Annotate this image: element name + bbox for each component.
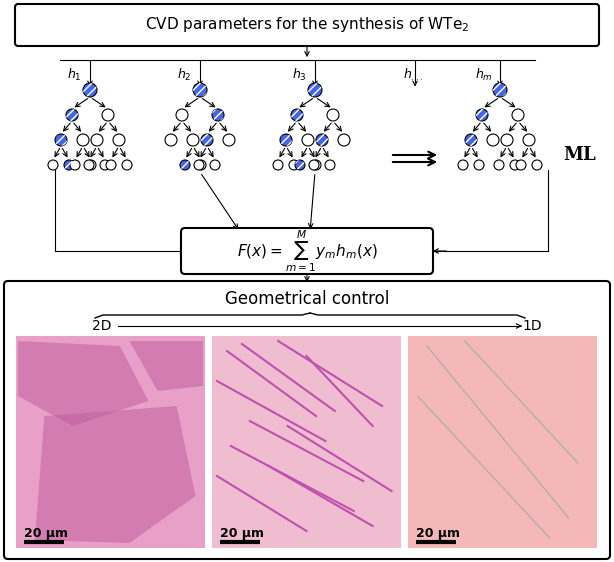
Circle shape	[106, 160, 116, 170]
FancyBboxPatch shape	[4, 281, 610, 559]
Circle shape	[474, 160, 484, 170]
Circle shape	[487, 134, 499, 146]
Circle shape	[476, 109, 488, 121]
Circle shape	[48, 160, 58, 170]
Text: CVD parameters for the synthesis of WTe$_2$: CVD parameters for the synthesis of WTe$…	[145, 16, 469, 34]
Text: 1D: 1D	[522, 319, 542, 333]
Circle shape	[523, 134, 535, 146]
Text: $h_2$: $h_2$	[177, 67, 192, 83]
Circle shape	[193, 83, 207, 97]
Circle shape	[122, 160, 132, 170]
Circle shape	[311, 160, 321, 170]
Circle shape	[532, 160, 542, 170]
Circle shape	[70, 160, 80, 170]
Text: 20 μm: 20 μm	[416, 527, 460, 540]
Circle shape	[458, 160, 468, 170]
Circle shape	[187, 134, 199, 146]
Circle shape	[84, 160, 94, 170]
Text: $h_3$: $h_3$	[292, 67, 306, 83]
Circle shape	[516, 160, 526, 170]
Circle shape	[194, 160, 204, 170]
Circle shape	[465, 134, 477, 146]
Circle shape	[210, 160, 220, 170]
Circle shape	[302, 134, 314, 146]
Text: ML: ML	[564, 146, 596, 164]
Text: $h_1$: $h_1$	[67, 67, 81, 83]
Circle shape	[180, 160, 190, 170]
Circle shape	[493, 83, 507, 97]
Circle shape	[176, 109, 188, 121]
Polygon shape	[35, 406, 195, 543]
Circle shape	[165, 134, 177, 146]
Circle shape	[64, 160, 74, 170]
Circle shape	[327, 109, 339, 121]
Text: 20 μm: 20 μm	[24, 527, 68, 540]
Circle shape	[100, 160, 110, 170]
Circle shape	[291, 109, 303, 121]
Polygon shape	[18, 341, 149, 426]
Circle shape	[223, 134, 235, 146]
Circle shape	[66, 109, 78, 121]
Circle shape	[83, 83, 97, 97]
Circle shape	[510, 160, 520, 170]
Circle shape	[289, 160, 299, 170]
Circle shape	[201, 134, 213, 146]
Circle shape	[295, 160, 305, 170]
Text: Geometrical control: Geometrical control	[225, 290, 389, 308]
Circle shape	[325, 160, 335, 170]
Circle shape	[91, 134, 103, 146]
Bar	[212, 336, 401, 548]
Circle shape	[113, 134, 125, 146]
Text: 20 μm: 20 μm	[220, 527, 264, 540]
Circle shape	[102, 109, 114, 121]
Circle shape	[501, 134, 513, 146]
Polygon shape	[130, 341, 203, 391]
Circle shape	[309, 160, 319, 170]
Circle shape	[280, 134, 292, 146]
Circle shape	[494, 160, 504, 170]
Text: $F(x)=\sum_{m=1}^{M}y_m h_m(x)$: $F(x)=\sum_{m=1}^{M}y_m h_m(x)$	[236, 228, 378, 274]
Circle shape	[273, 160, 283, 170]
Circle shape	[55, 134, 67, 146]
Circle shape	[316, 134, 328, 146]
FancyBboxPatch shape	[181, 228, 433, 274]
Circle shape	[77, 134, 89, 146]
Circle shape	[512, 109, 524, 121]
FancyBboxPatch shape	[15, 4, 599, 46]
Circle shape	[338, 134, 350, 146]
Circle shape	[86, 160, 96, 170]
Bar	[408, 336, 597, 548]
Circle shape	[308, 83, 322, 97]
Circle shape	[212, 109, 224, 121]
Bar	[16, 336, 205, 548]
Text: $h_{...}$: $h_{...}$	[403, 67, 423, 83]
Text: $h_m$: $h_m$	[475, 67, 493, 83]
Circle shape	[196, 160, 206, 170]
Text: 2D: 2D	[92, 319, 112, 333]
